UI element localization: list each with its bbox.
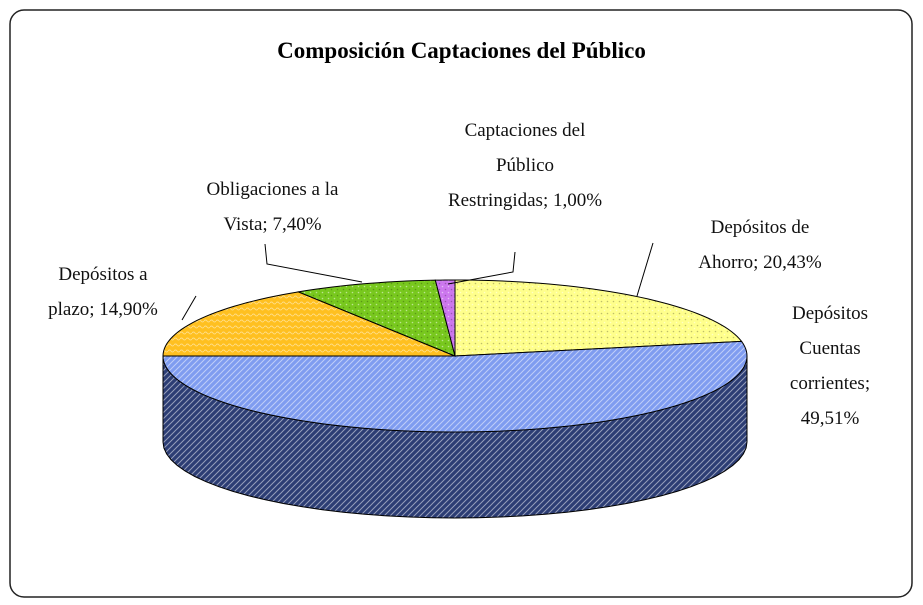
chart-title: Composición Captaciones del Público (277, 38, 646, 63)
slice (162, 340, 748, 433)
slice (454, 279, 743, 357)
label-separator: ; (864, 373, 875, 394)
label-separator: ; (89, 299, 100, 320)
value-label: 20,43% (763, 252, 822, 273)
category-name: Depósitos de Ahorro (698, 217, 814, 273)
value-label: 14,90% (99, 299, 158, 320)
label-separator: ; (542, 190, 553, 211)
leader-line (636, 242, 654, 297)
category-name: Captaciones del Público Restringidas (447, 120, 591, 211)
category-name: Depósitos Cuentas corrientes (789, 303, 873, 394)
leader-line (447, 251, 516, 285)
data-label: Captaciones del Público Restringidas; 1,… (445, 113, 605, 218)
category-name: Obligaciones a la Vista (206, 179, 343, 235)
label-separator: ; (753, 252, 764, 273)
value-label: 49,51% (800, 408, 860, 429)
data-label: Depósitos de Ahorro; 20,43% (685, 210, 835, 280)
data-label: Obligaciones a la Vista; 7,40% (185, 172, 360, 242)
leader-lines (181, 242, 654, 321)
slice (434, 279, 456, 357)
leader-line (264, 243, 363, 283)
slice (162, 291, 456, 357)
leader-line (181, 295, 197, 321)
data-label: Depósitos a plazo; 14,90% (36, 257, 170, 327)
data-label: Depósitos Cuentas corrientes; 49,51% (778, 296, 882, 436)
category-name: Depósitos a plazo (48, 264, 153, 320)
slice (296, 279, 456, 357)
pie (162, 279, 748, 519)
value-label: 7,40% (272, 214, 322, 235)
value-label: 1,00% (552, 190, 603, 211)
label-separator: ; (262, 214, 273, 235)
